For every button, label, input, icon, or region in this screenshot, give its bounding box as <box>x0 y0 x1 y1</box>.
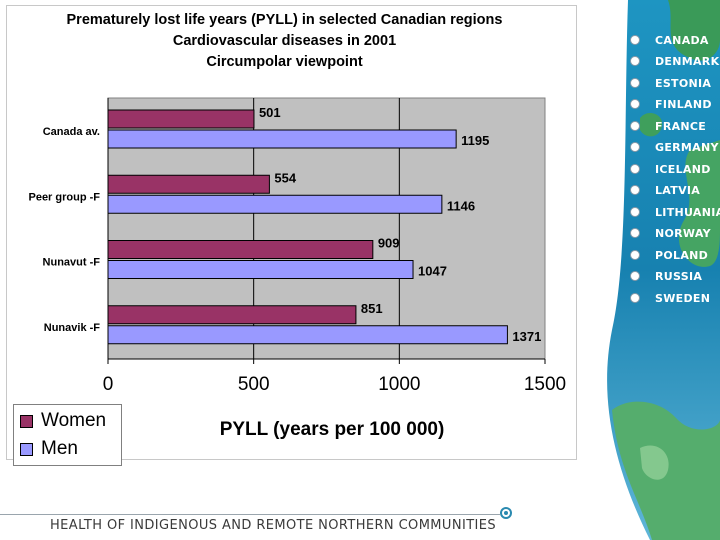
legend-swatch-women <box>20 414 33 428</box>
bar-men <box>107 129 457 149</box>
country-item-france[interactable]: FRANCE <box>630 116 706 136</box>
country-label: RUSSIA <box>655 269 703 283</box>
data-label-men: 1371 <box>512 329 541 344</box>
bar-women <box>107 240 374 259</box>
data-label-men: 1146 <box>447 198 475 213</box>
legend-item-women: Women <box>20 408 106 434</box>
x-axis-title: PYLL (years per 100 000) <box>219 419 445 440</box>
data-label-men: 1195 <box>461 133 489 148</box>
country-label: NORWAY <box>655 226 711 240</box>
chart-title-line-1: Prematurely lost life years (PYLL) in se… <box>66 12 503 28</box>
map-land-coast <box>640 445 669 480</box>
country-item-sweden[interactable]: SWEDEN <box>630 288 710 308</box>
chart-legend: Women Men <box>13 404 122 466</box>
country-label: ESTONIA <box>655 76 712 90</box>
country-label: GERMANY <box>655 140 719 154</box>
country-label: FINLAND <box>655 97 712 111</box>
bar-chart: 0 500 1000 1500 501 1195 Canada av. 554 1146 Peer… <box>28 97 566 395</box>
country-item-finland[interactable]: FINLAND <box>630 94 712 114</box>
country-item-germany[interactable]: GERMANY <box>630 137 719 157</box>
country-item-latvia[interactable]: LATVIA <box>630 180 700 200</box>
bullet-dot-icon <box>630 78 640 88</box>
chart-title: Prematurely lost life years (PYLL) in se… <box>7 10 562 73</box>
y-category-label: Peer group -F <box>28 191 100 203</box>
bar-men <box>107 260 414 279</box>
country-label: CANADA <box>655 33 709 47</box>
country-label: LATVIA <box>655 183 701 197</box>
data-label-men: 1047 <box>418 264 447 279</box>
footer-title: HEALTH OF INDIGENOUS AND REMOTE NORTHERN… <box>50 518 497 533</box>
bullet-dot-icon <box>630 35 640 45</box>
bullet-dot-icon <box>630 99 640 109</box>
data-label-women: 851 <box>361 301 383 316</box>
legend-item-men: Men <box>20 436 78 462</box>
bullet-dot-icon <box>630 250 640 260</box>
map-land-scandinavia <box>678 140 720 267</box>
x-tick-label: 500 <box>238 374 270 395</box>
bar-men <box>107 325 508 345</box>
y-category-label: Nunavut -F <box>43 257 101 269</box>
country-label: LITHUANIA <box>655 205 720 219</box>
x-tick-label: 1000 <box>378 374 420 395</box>
country-label: SWEDEN <box>655 291 711 305</box>
y-category-label: Canada av. <box>43 126 100 138</box>
country-item-norway[interactable]: NORWAY <box>630 223 711 243</box>
country-item-russia[interactable]: RUSSIA <box>630 266 702 286</box>
data-label-women: 554 <box>274 170 296 185</box>
country-label: POLAND <box>655 248 709 262</box>
country-label: ICELAND <box>655 162 711 176</box>
country-list: CANADA DENMARK ESTONIA FINLAND FRANCE GE… <box>630 30 720 320</box>
legend-label-men: Men <box>41 438 78 459</box>
bar-women <box>107 305 357 325</box>
bullet-dot-icon <box>630 121 640 131</box>
country-label: DENMARK <box>655 54 720 68</box>
bullet-dot-icon <box>630 142 640 152</box>
bullet-dot-icon <box>630 185 640 195</box>
data-label-women: 501 <box>259 105 281 120</box>
bullet-dot-icon <box>630 228 640 238</box>
x-tick-label: 1500 <box>524 374 566 395</box>
data-label-women: 909 <box>378 236 400 251</box>
legend-swatch-men <box>20 442 33 456</box>
chart-title-line-3: Circumpolar viewpoint <box>206 54 363 70</box>
chart-title-line-2: Cardiovascular diseases in 2001 <box>172 33 397 49</box>
country-item-estonia[interactable]: ESTONIA <box>630 73 711 93</box>
legend-label-women: Women <box>41 410 107 431</box>
target-icon <box>500 507 512 519</box>
country-item-lithuania[interactable]: LITHUANIA <box>630 202 720 222</box>
bar-women <box>107 109 255 129</box>
country-item-iceland[interactable]: ICELAND <box>630 159 711 179</box>
country-item-denmark[interactable]: DENMARK <box>630 51 719 71</box>
bullet-dot-icon <box>630 293 640 303</box>
bullet-dot-icon <box>630 164 640 174</box>
map-land-island <box>640 112 663 137</box>
bullet-dot-icon <box>630 207 640 217</box>
country-item-poland[interactable]: POLAND <box>630 245 708 265</box>
country-label: FRANCE <box>655 119 707 133</box>
footer-divider <box>0 514 500 515</box>
map-land-north <box>668 0 720 61</box>
bullet-dot-icon <box>630 56 640 66</box>
country-item-canada[interactable]: CANADA <box>630 30 709 50</box>
bar-women <box>107 174 270 194</box>
bullet-dot-icon <box>630 271 640 281</box>
bar-men <box>107 194 443 214</box>
x-tick-label: 0 <box>103 374 114 395</box>
y-category-label: Nunavik -F <box>44 322 101 334</box>
chart-frame: Prematurely lost life years (PYLL) in se… <box>6 5 577 466</box>
